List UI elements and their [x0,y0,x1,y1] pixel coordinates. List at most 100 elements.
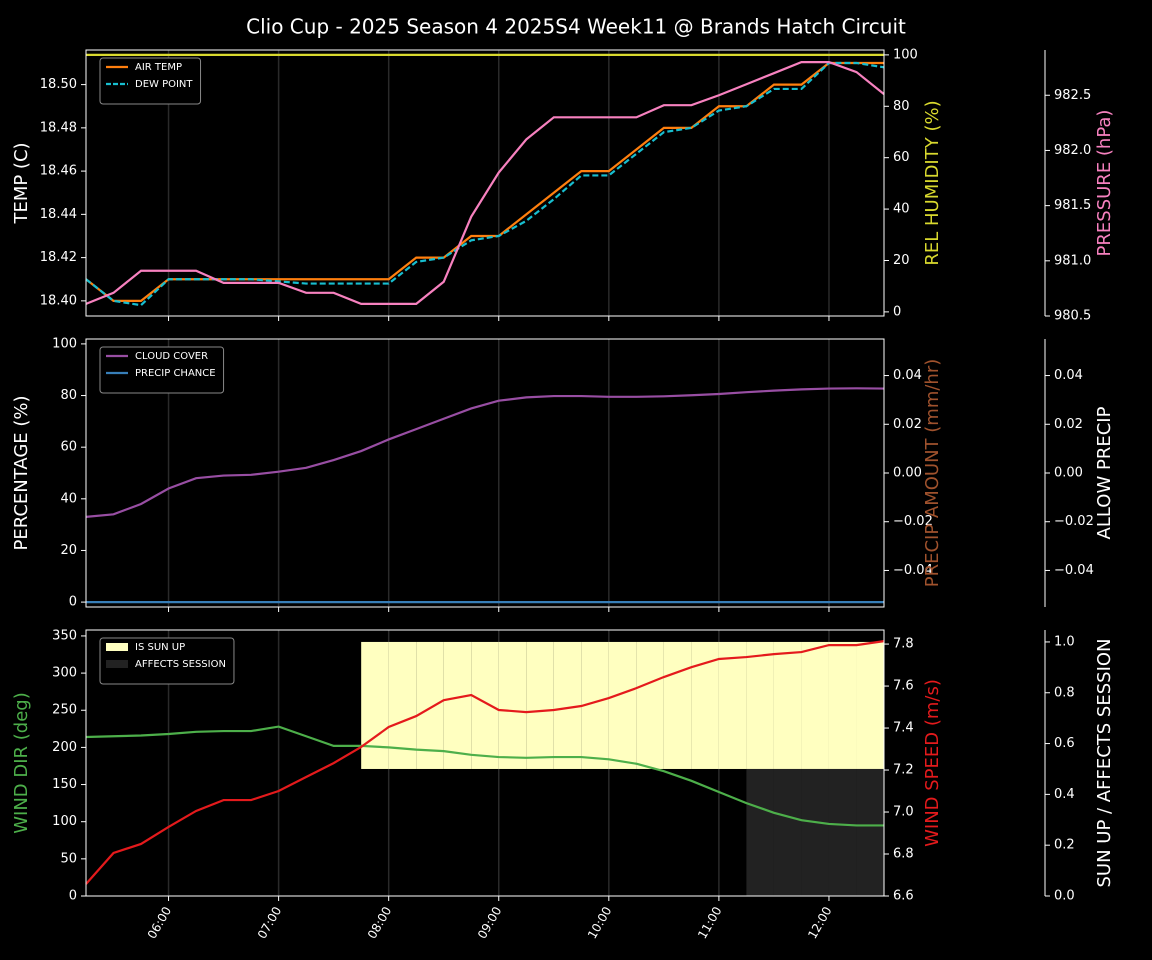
y3-tick-label: 0.04 [1054,368,1083,383]
y3-tick-label: 0.00 [1054,466,1083,481]
legend-label: CLOUD COVER [135,351,208,362]
y-tick-label: 100 [52,336,77,351]
fill-segment [636,641,664,769]
y-tick-label: 50 [60,851,77,866]
fill-segment [801,768,829,896]
y-tick-label: 80 [60,388,77,403]
legend: AIR TEMP DEW POINT [99,57,202,105]
fill-segment [361,641,389,769]
plot-frame [85,49,885,317]
fill-segment [828,641,857,769]
y3-tick-label: 981.0 [1054,253,1091,268]
y2-axis-label: PRECIP AMOUNT (mm/hr) [922,359,943,588]
y3-tick-label: 981.5 [1054,198,1091,213]
y2-tick-label: −0.02 [893,514,933,529]
data-line [85,725,884,827]
y-tick-label: 18.46 [40,164,77,179]
y-tick-label: 60 [60,440,77,455]
y3-tick-label: 1.0 [1054,634,1075,649]
data-line [85,640,885,885]
fill-segment [746,641,774,769]
y2-tick-label: 40 [893,202,910,217]
y3-tick-label: 0.0 [1054,889,1075,904]
y2-tick-label: 20 [893,253,910,268]
plot-frame [85,629,885,897]
fill-segment [856,641,884,769]
y-tick-label: 18.48 [40,120,77,135]
data-line [85,61,885,307]
y-tick-label: 100 [52,814,77,829]
legend-box [99,346,225,394]
fill-segment [526,641,554,769]
fill-segment [801,641,829,769]
y-axis-label: WIND DIR (deg) [11,692,32,834]
legend-label: DEW POINT [135,79,193,90]
y2-tick-label: 60 [893,150,910,165]
legend: CLOUD COVER PRECIP CHANCE [99,346,225,394]
y-tick-label: 300 [52,666,77,681]
y2-tick-label: 6.8 [893,847,914,862]
y2-tick-label: 7.2 [893,763,914,778]
y-tick-label: 0 [69,595,77,610]
fill-segment [498,641,527,769]
y2-tick-label: 7.4 [893,721,914,736]
y2-tick-label: 0.00 [893,466,922,481]
y3-tick-label: 980.5 [1054,309,1091,324]
fill-segment [553,641,582,769]
y2-tick-label: 7.0 [893,805,914,820]
y2-axis-label: REL HUMIDITY (%) [922,100,943,265]
y3-tick-label: −0.04 [1054,563,1094,578]
legend-label: AIR TEMP [135,62,182,73]
y2-tick-label: 0 [893,304,901,319]
legend-label: IS SUN UP [135,642,185,653]
y-axis-label: PERCENTAGE (%) [11,395,32,550]
fill-segment [773,768,802,896]
y-axis-label: TEMP (C) [11,142,32,224]
y3-tick-label: 0.2 [1054,838,1075,853]
y2-tick-label: 0.02 [893,417,922,432]
y3-tick-label: 0.8 [1054,685,1075,700]
y3-tick-label: 0.4 [1054,787,1075,802]
y3-tick-label: 982.0 [1054,143,1091,158]
fill-segment [416,641,444,769]
fill-segment [746,768,774,896]
y-tick-label: 200 [52,740,77,755]
y-tick-label: 0 [69,889,77,904]
y-tick-label: 18.40 [40,293,77,308]
y3-tick-label: 982.5 [1054,88,1091,103]
legend-label: AFFECTS SESSION [135,659,226,670]
legend-box [99,637,235,685]
legend-box [99,57,202,105]
y2-tick-label: 80 [893,99,910,114]
y-tick-label: 150 [52,777,77,792]
chart-title: Clio Cup - 2025 Season 4 2025S4 Week11 @… [246,15,906,39]
plot-frame [85,338,885,608]
y3-tick-label: 0.02 [1054,417,1083,432]
y2-tick-label: −0.04 [893,563,933,578]
y-tick-label: 40 [60,491,77,506]
y-tick-label: 18.42 [40,250,77,265]
y-tick-label: 20 [60,543,77,558]
legend-swatch [106,643,128,651]
y3-tick-label: 0.6 [1054,736,1075,751]
y2-tick-label: 6.6 [893,889,914,904]
y-tick-label: 350 [52,628,77,643]
fill-segment [471,641,499,769]
legend-label: PRECIP CHANCE [135,368,216,379]
data-line [85,387,885,518]
y3-axis-label: PRESSURE (hPa) [1094,110,1115,257]
y2-axis-label: WIND SPEED (m/s) [922,679,943,847]
data-line [85,61,885,305]
fill-segment [608,641,637,769]
fill-segment [773,641,802,769]
legend: IS SUN UP AFFECTS SESSION [99,637,235,685]
y-tick-label: 18.44 [40,207,77,222]
y2-tick-label: 7.8 [893,637,914,652]
fill-segment [718,641,747,769]
y-tick-label: 18.50 [40,77,77,92]
fill-segment [443,641,472,769]
fill-segment [856,768,884,896]
